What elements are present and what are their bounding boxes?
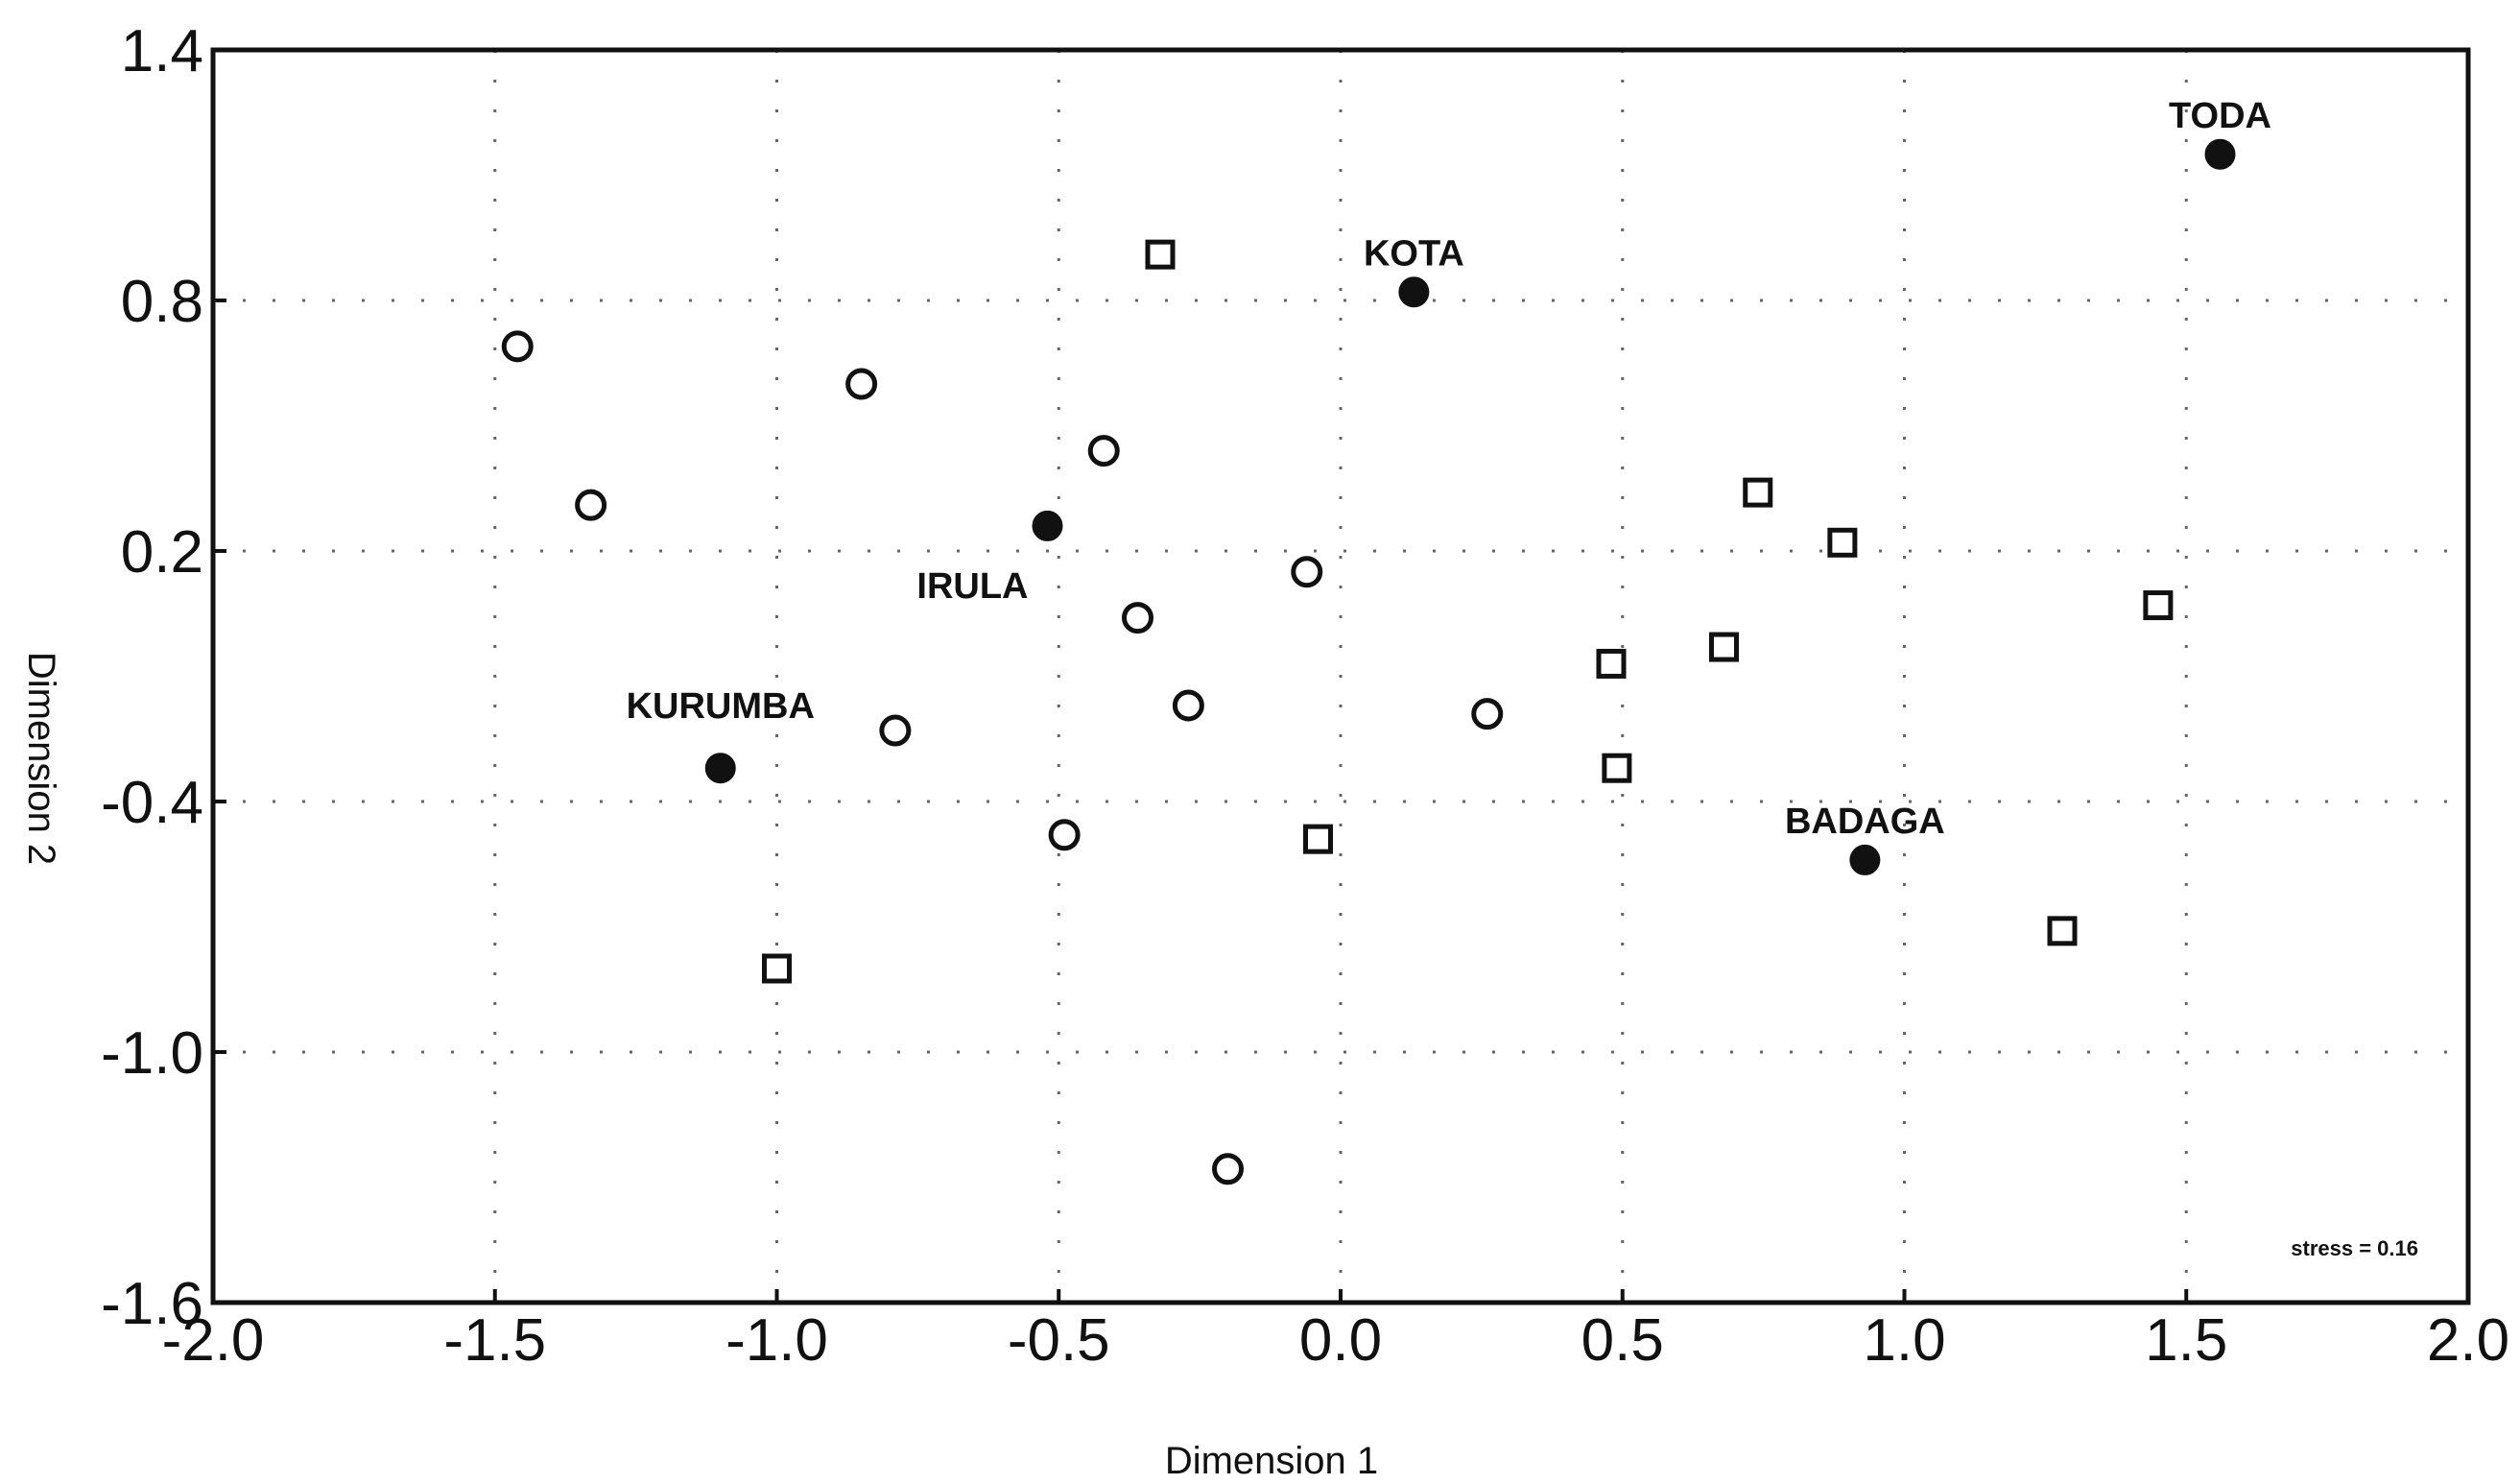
y-tick-label: 1.4 bbox=[121, 18, 203, 84]
x-tick-label: -2.0 bbox=[162, 1307, 265, 1374]
y-axis-title: Dimension 2 bbox=[20, 652, 62, 865]
x-tick-label: -0.5 bbox=[1008, 1307, 1110, 1374]
point-label: TODA bbox=[2169, 96, 2271, 136]
open-square-point bbox=[1709, 632, 1739, 662]
y-tick-label: -0.4 bbox=[101, 770, 203, 836]
open-square-point bbox=[1743, 477, 1773, 508]
filled-point bbox=[1032, 510, 1063, 541]
grid-lines bbox=[213, 50, 2468, 1303]
x-axis-title: Dimension 1 bbox=[1165, 1440, 1378, 1482]
open-square-point bbox=[762, 953, 792, 984]
open-circle-point bbox=[1291, 556, 1323, 588]
open-circle-point bbox=[1212, 1153, 1244, 1185]
x-tick-label: 2.0 bbox=[2427, 1307, 2509, 1374]
x-tick-label: -1.5 bbox=[443, 1307, 546, 1374]
y-tick-label: -1.6 bbox=[101, 1271, 203, 1337]
point-label: KURUMBA bbox=[627, 686, 815, 727]
open-circle-point bbox=[1122, 602, 1153, 634]
x-axis-ticks: -2.0 -1.5 -1.0 -0.5 0.0 0.5 1.0 1.5 2.0 bbox=[162, 1289, 2509, 1374]
point-label: IRULA bbox=[916, 566, 1028, 607]
filled-point bbox=[1398, 276, 1430, 308]
open-circle-point bbox=[501, 330, 534, 363]
open-circle-point bbox=[1172, 689, 1204, 722]
x-tick-label: -1.0 bbox=[725, 1307, 828, 1374]
filled-point bbox=[1849, 844, 1881, 875]
open-square-point bbox=[1602, 753, 1632, 783]
open-square-point bbox=[1145, 239, 1176, 270]
open-circle-point bbox=[1048, 819, 1081, 851]
filled-point bbox=[704, 753, 736, 784]
open-circle-point bbox=[845, 368, 878, 400]
y-axis-ticks: 1.4 0.8 0.2 -0.4 -1.0 -1.6 bbox=[101, 18, 226, 1337]
y-tick-label: -1.0 bbox=[101, 1020, 203, 1087]
open-circle-point bbox=[1087, 435, 1120, 467]
x-tick-label: 0.0 bbox=[1299, 1307, 1382, 1374]
y-tick-label: 0.8 bbox=[121, 269, 203, 335]
point-labels: TODA KOTA IRULA KURUMBA BADAGA bbox=[627, 96, 2271, 842]
open-square-point bbox=[2143, 590, 2174, 621]
open-circle-point bbox=[879, 714, 912, 747]
open-square-point bbox=[2047, 916, 2078, 946]
open-square-point bbox=[1303, 824, 1333, 854]
open-square-point bbox=[1596, 648, 1627, 679]
x-tick-label: 1.0 bbox=[1863, 1307, 1945, 1374]
point-label: BADAGA bbox=[1785, 802, 1945, 842]
filled-point bbox=[2204, 138, 2236, 170]
x-tick-label: 1.5 bbox=[2145, 1307, 2227, 1374]
open-square-point bbox=[1827, 527, 1858, 558]
open-circle-point bbox=[575, 489, 607, 521]
point-label: KOTA bbox=[1364, 233, 1464, 274]
data-points bbox=[501, 138, 2236, 1185]
open-circle-point bbox=[1471, 698, 1504, 730]
y-tick-label: 0.2 bbox=[121, 519, 203, 586]
stress-annotation: stress = 0.16 bbox=[2291, 1236, 2418, 1260]
x-tick-label: 0.5 bbox=[1581, 1307, 1664, 1374]
